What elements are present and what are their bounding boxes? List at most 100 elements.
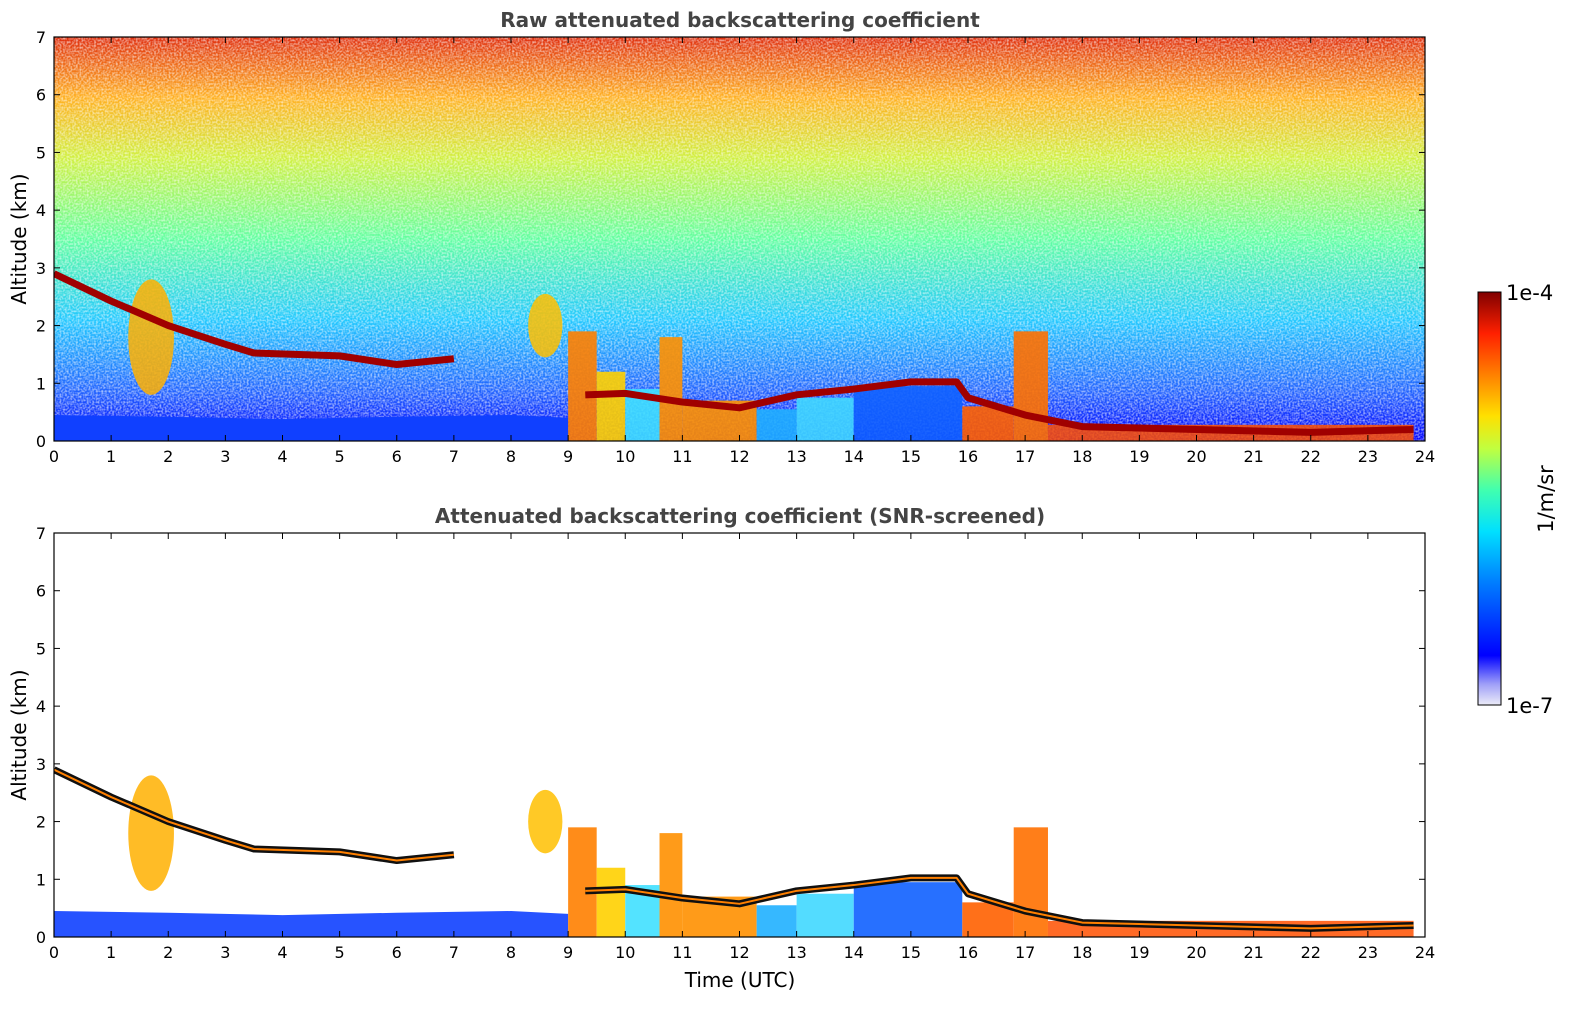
x-tick-label: 12 [729,943,749,962]
colorbar-max-label: 1e-4 [1506,281,1553,305]
convective-band [659,337,683,441]
y-tick-label: 4 [36,697,46,716]
layer-line-edge [54,768,454,862]
x-tick-label: 16 [958,943,978,962]
raw-noise-speckle [54,37,1425,441]
x-tick-label: 15 [901,447,921,466]
y-tick-label: 2 [36,317,46,336]
layer-line-edge [585,876,1414,930]
raw-backscatter-panel: Raw attenuated backscattering coefficien… [7,8,1435,466]
x-tick-label: 13 [786,943,806,962]
screened-heatmap [54,533,1425,937]
convective-band [796,397,854,441]
screened-y-axis: 0 1 2 3 4 5 6 7 [36,524,1425,947]
x-tick-label: 14 [844,943,864,962]
x-tick-label: 18 [1072,447,1092,466]
x-tick-label: 11 [672,943,692,962]
x-tick-label: 16 [958,447,978,466]
x-tick-label: 11 [672,447,692,466]
x-tick-label: 12 [729,447,749,466]
convective-band [596,371,626,441]
x-tick-label: 21 [1243,447,1263,466]
x-tick-label: 23 [1358,447,1378,466]
aerosol-plume [528,789,563,854]
y-tick-label: 1 [36,870,46,889]
colorbar-gradient [1477,291,1502,706]
y-tick-label: 6 [36,86,46,105]
y-tick-label: 1 [36,374,46,393]
x-tick-label: 8 [506,447,516,466]
screened-panel-title: Attenuated backscattering coefficient (S… [435,504,1045,528]
x-tick-label: 4 [277,447,287,466]
x-tick-label: 1 [106,943,116,962]
x-tick-label: 24 [1415,447,1435,466]
x-tick-label: 20 [1186,943,1206,962]
x-tick-label: 0 [49,447,59,466]
x-tick-label: 22 [1301,447,1321,466]
x-axis-label: Time (UTC) [684,968,796,992]
convective-band [796,893,854,937]
y-tick-label: 2 [36,813,46,832]
x-tick-label: 3 [220,943,230,962]
x-tick-label: 24 [1415,943,1435,962]
raw-heatmap [54,37,1425,441]
y-tick-label: 5 [36,143,46,162]
convective-band [568,331,597,441]
convective-band [756,409,797,441]
x-tick-label: 13 [786,447,806,466]
y-tick-label: 6 [36,582,46,601]
x-tick-label: 3 [220,447,230,466]
x-tick-label: 20 [1186,447,1206,466]
raw-y-axis: 0 1 2 3 4 5 6 7 [36,28,1425,451]
layer-line [54,270,455,369]
y-tick-label: 0 [36,432,46,451]
screened-background [54,533,1425,937]
x-tick-label: 15 [901,943,921,962]
convective-band [596,867,626,937]
raw-x-axis: 0 1 2 3 4 5 6 7 8 9 10 11 12 13 14 15 16 17 18 19 20 21 22 23 24 [49,37,1435,466]
boundary-layer-region [54,911,569,937]
x-tick-label: 4 [277,943,287,962]
x-tick-label: 1 [106,447,116,466]
x-tick-label: 17 [1015,447,1035,466]
convective-band [659,833,683,937]
y-tick-label: 0 [36,928,46,947]
y-tick-label: 3 [36,755,46,774]
x-tick-label: 21 [1243,943,1263,962]
x-tick-label: 17 [1015,943,1035,962]
y-tick-label: 3 [36,259,46,278]
aerosol-plume [128,279,174,395]
screened-y-axis-label: Altitude (km) [7,669,31,800]
convective-band [853,386,963,441]
x-tick-label: 6 [392,943,402,962]
x-tick-label: 8 [506,943,516,962]
y-tick-label: 5 [36,639,46,658]
x-tick-label: 14 [844,447,864,466]
y-tick-label: 7 [36,28,46,47]
convective-band [853,882,963,937]
colorbar-unit-label: 1/m/sr [1534,465,1558,533]
screened-backscatter-panel: Attenuated backscattering coefficient (S… [7,504,1435,992]
x-tick-label: 22 [1301,943,1321,962]
x-tick-label: 2 [163,447,173,466]
x-tick-label: 5 [335,447,345,466]
x-tick-label: 0 [49,943,59,962]
convective-band [568,827,597,937]
raw-panel-title: Raw attenuated backscattering coefficien… [500,8,980,32]
x-tick-label: 5 [335,943,345,962]
x-tick-label: 23 [1358,943,1378,962]
x-tick-label: 19 [1129,943,1149,962]
x-tick-label: 18 [1072,943,1092,962]
boundary-layer-region [54,415,569,441]
x-tick-label: 10 [615,447,635,466]
convective-band [1013,331,1048,441]
colorbar-min-label: 1e-7 [1506,694,1553,718]
convective-band [756,905,797,937]
x-tick-label: 7 [449,943,459,962]
x-tick-label: 2 [163,943,173,962]
x-tick-label: 10 [615,943,635,962]
y-tick-label: 4 [36,201,46,220]
x-tick-label: 6 [392,447,402,466]
x-tick-label: 19 [1129,447,1149,466]
